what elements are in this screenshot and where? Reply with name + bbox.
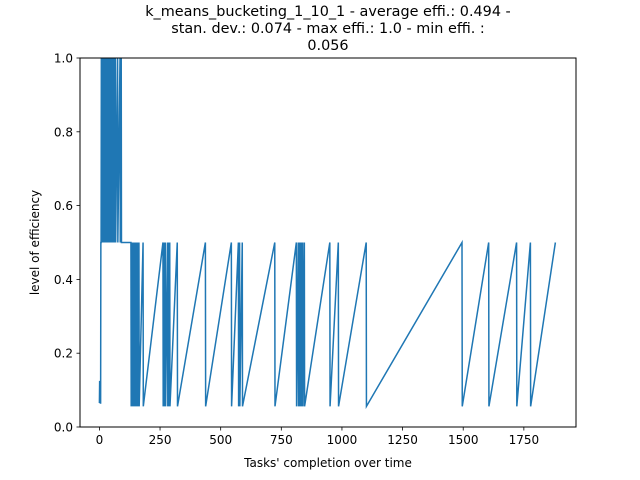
x-tick-label: 1250 bbox=[387, 433, 418, 447]
chart-title: k_means_bucketing_1_10_1 - average effi.… bbox=[145, 4, 511, 54]
y-tick-label: 0.4 bbox=[54, 273, 73, 287]
x-tick-label: 750 bbox=[270, 433, 293, 447]
plot-frame bbox=[79, 57, 577, 428]
series-line-0 bbox=[98, 57, 557, 410]
x-tick-label: 0 bbox=[96, 433, 104, 447]
x-tick-label: 500 bbox=[209, 433, 232, 447]
series-layer bbox=[98, 57, 557, 410]
x-axis-label: Tasks' completion over time bbox=[243, 456, 412, 470]
y-axis: 0.0 0.2 0.4 0.6 0.8 1.0 bbox=[54, 52, 80, 435]
chart-title-line-3: 0.056 bbox=[307, 38, 348, 54]
x-tick-label: 1000 bbox=[327, 433, 358, 447]
y-axis-label: level of efficiency bbox=[28, 190, 42, 295]
x-axis: 0 250 500 750 1000 1250 1500 1750 bbox=[96, 427, 540, 447]
y-tick-label: 1.0 bbox=[54, 52, 73, 66]
y-tick-label: 0.0 bbox=[54, 421, 73, 435]
x-tick-label: 1750 bbox=[509, 433, 540, 447]
x-tick-label: 1500 bbox=[448, 433, 479, 447]
y-tick-label: 0.2 bbox=[54, 347, 73, 361]
x-tick-label: 250 bbox=[149, 433, 172, 447]
chart-title-line-1: k_means_bucketing_1_10_1 - average effi.… bbox=[145, 4, 511, 20]
chart-title-line-2: stan. dev.: 0.074 - max effi.: 1.0 - min… bbox=[171, 21, 485, 37]
y-tick-label: 0.6 bbox=[54, 199, 73, 213]
y-tick-label: 0.8 bbox=[54, 125, 73, 139]
